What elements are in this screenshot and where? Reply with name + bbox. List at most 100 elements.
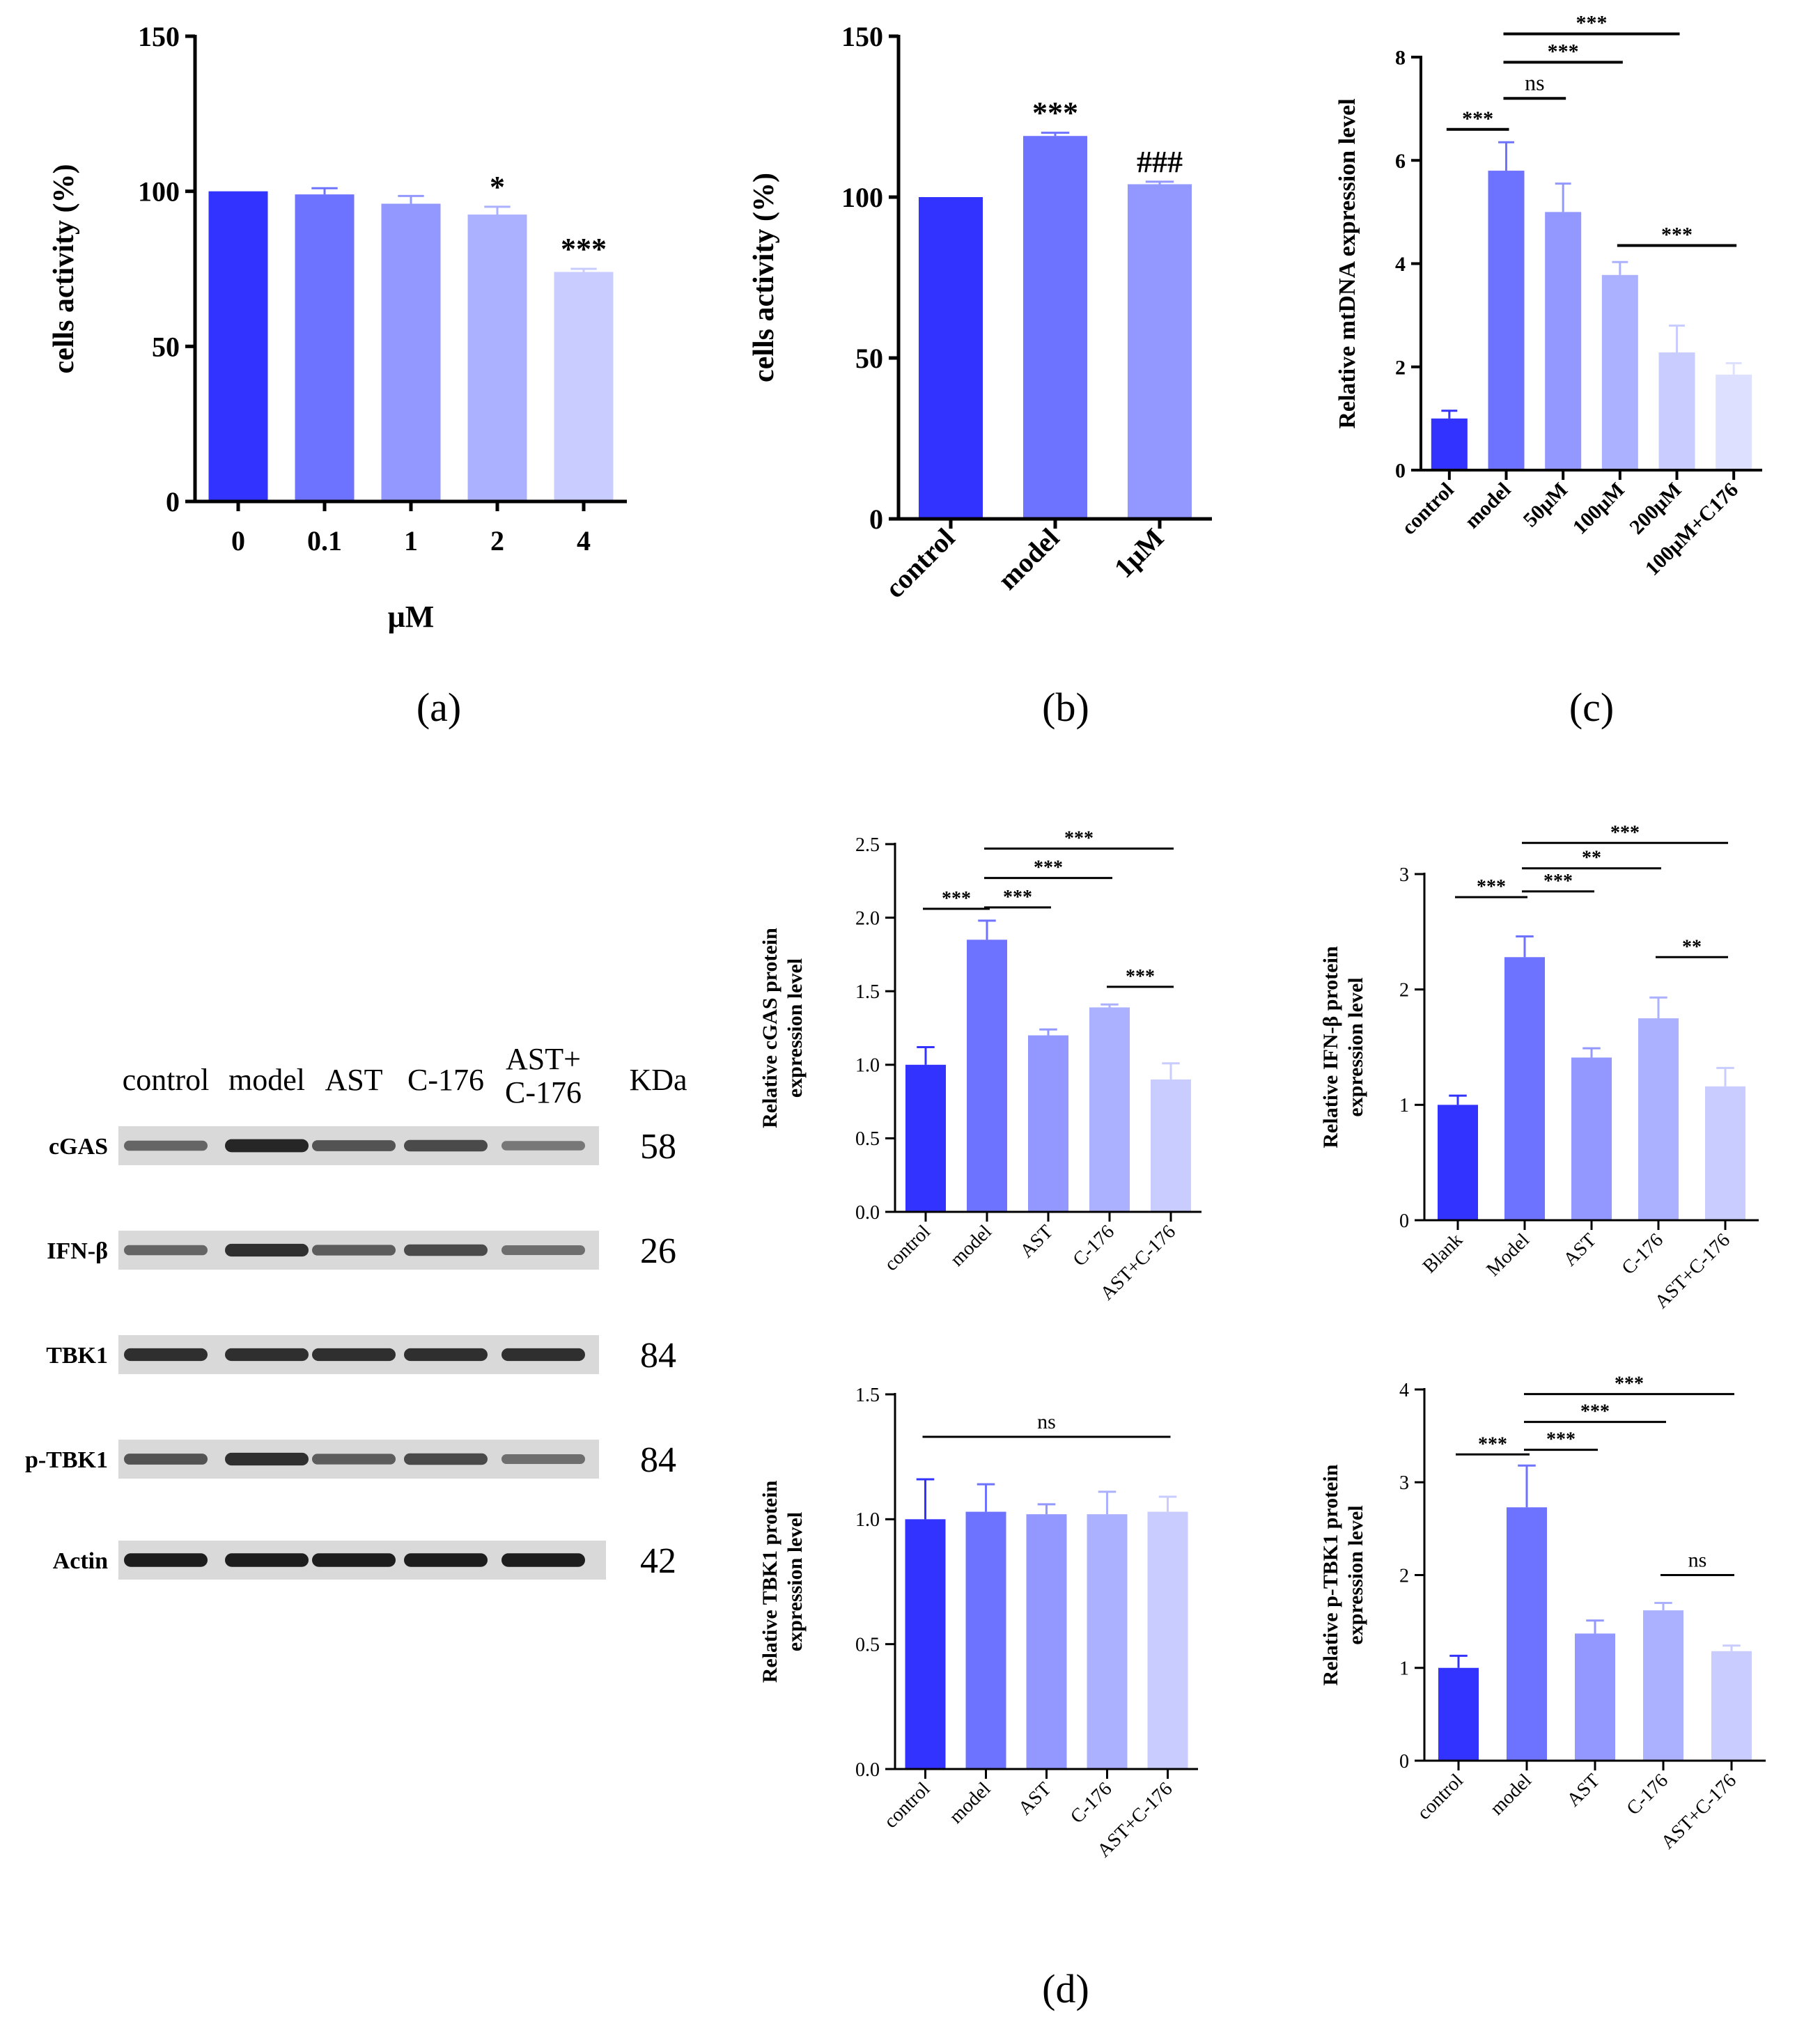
y-axis-label-line: Relative IFN-β protein [1319, 946, 1342, 1148]
panel-label-a: (a) [417, 685, 461, 730]
bar-200-m [1658, 352, 1695, 470]
y-tick-label: 1.5 [855, 1385, 880, 1406]
blot-band [225, 1452, 309, 1466]
blot-row-actin: Actin 42 [53, 1541, 676, 1581]
significance-bracket-label: *** [1543, 871, 1573, 892]
blot-band [404, 1453, 488, 1465]
y-tick-label: 100 [841, 182, 883, 213]
x-tick-label-c-176: C-176 [1069, 1221, 1119, 1270]
bar-ast-c-176 [1711, 1651, 1752, 1761]
y-tick-label: 100 [138, 176, 180, 208]
x-tick-label-c-176: C-176 [1623, 1770, 1672, 1819]
blot-band [312, 1454, 396, 1465]
significance-bracket-label: *** [1477, 876, 1506, 898]
x-tick-label-control: control [880, 1778, 934, 1832]
significance-bracket-label: *** [1661, 224, 1693, 247]
y-tick-label: 4 [1395, 253, 1406, 276]
bar-ast-c-176 [1151, 1079, 1191, 1212]
x-axis-label: μM [388, 600, 434, 634]
significance-bracket-label: *** [1615, 1373, 1644, 1395]
blot-band [312, 1553, 396, 1567]
y-tick-label: 2 [1395, 356, 1406, 379]
bar-control [1438, 1667, 1479, 1761]
y-axis-label: Relative TBK1 protein expression level [759, 1480, 807, 1683]
bar-4 [554, 272, 614, 501]
y-tick-label: 0 [166, 486, 180, 517]
x-tick-label-c-176: C-176 [1066, 1778, 1116, 1828]
blot-band [501, 1454, 585, 1464]
blot-band [501, 1553, 585, 1567]
x-tick-label-1-m: 1μM [1108, 522, 1170, 584]
blot-band [124, 1140, 208, 1151]
y-axis-label: Relative IFN-β protein expression level [1319, 946, 1367, 1148]
blot-lane-label-ast: AST [325, 1063, 382, 1097]
y-tick-label: 3 [1399, 1472, 1409, 1494]
x-tick-label-ast: AST [1560, 1229, 1601, 1270]
y-tick-label: 150 [841, 21, 883, 52]
significance-bracket-label: ns [1037, 1410, 1056, 1433]
bar-100-m-c176 [1716, 374, 1752, 470]
bar-model [1488, 171, 1525, 470]
bar-control [905, 1519, 946, 1769]
blot-band [225, 1348, 309, 1362]
y-axis-label: cells activity (%) [748, 173, 780, 382]
x-tick-label-model: model [1486, 1770, 1537, 1820]
blot-lane-label-line: C-176 [505, 1075, 582, 1109]
significance-label-model: *** [1032, 96, 1078, 130]
y-axis-label: Relative p-TBK1 protein expression level [1319, 1464, 1367, 1685]
y-tick-label: 6 [1395, 150, 1406, 173]
blot-row-tbk1: TBK1 84 [46, 1335, 676, 1376]
y-axis-label: Relative mtDNA expression level [1335, 98, 1360, 428]
blot-band [312, 1348, 396, 1362]
bar-model [967, 940, 1007, 1212]
y-tick-label: 2.5 [855, 834, 880, 856]
bar-ast [1026, 1514, 1067, 1769]
blot-band [225, 1243, 309, 1257]
blot-lane-label-model: model [228, 1063, 305, 1097]
bar-c-176 [1643, 1610, 1683, 1761]
x-tick-label-ast: AST [1563, 1770, 1604, 1811]
x-tick-label-control: control [880, 1221, 935, 1275]
y-axis-label-line: expression level [1344, 1505, 1367, 1644]
significance-label-1-m: ### [1137, 145, 1183, 179]
bar-ast [1571, 1057, 1612, 1220]
blot-row-cgas: cGAS 58 [49, 1126, 676, 1167]
blot-lane-label-ast-c176: AST+ C-176 [505, 1042, 582, 1109]
x-tick-label-100-m: 100μM [1569, 478, 1629, 539]
bar-ast [1028, 1035, 1068, 1212]
significance-bracket-label: *** [1576, 12, 1608, 35]
bar-model [1023, 136, 1087, 520]
blot-kda-value: 26 [640, 1231, 676, 1271]
y-tick-label: 0.0 [855, 1202, 880, 1224]
bar-c-176 [1638, 1018, 1679, 1220]
y-tick-label: 0 [1399, 1210, 1409, 1232]
significance-bracket-label: ** [1582, 848, 1601, 869]
significance-bracket-label: *** [1126, 966, 1155, 988]
significance-bracket-label: ns [1525, 70, 1544, 95]
x-tick-label-50-m: 50μM [1519, 478, 1573, 532]
panel-label-c: (c) [1569, 685, 1614, 730]
blot-band [404, 1348, 488, 1362]
significance-bracket-label: *** [1462, 107, 1493, 130]
x-tick-label-blank: Blank [1419, 1229, 1467, 1277]
bar-100-m [1601, 274, 1638, 470]
y-axis-label-line: expression level [784, 958, 807, 1098]
blot-lane-label-control: control [123, 1063, 210, 1097]
y-tick-label: 1 [1399, 1095, 1409, 1116]
y-tick-label: 4 [1399, 1380, 1409, 1401]
bar-0 [208, 191, 268, 501]
y-tick-label: 2 [1399, 1565, 1409, 1587]
y-tick-label: 3 [1399, 864, 1409, 886]
x-tick-label-model: model [945, 1778, 995, 1828]
x-tick-label-control: control [879, 522, 961, 605]
y-axis-label-line: Relative TBK1 protein [759, 1480, 781, 1683]
bar-ast-c-176 [1147, 1511, 1188, 1769]
blot-band [124, 1348, 208, 1362]
bar-0-1 [295, 194, 355, 501]
y-tick-label: 0 [1399, 1751, 1409, 1773]
panel-label-b: (b) [1042, 685, 1089, 730]
